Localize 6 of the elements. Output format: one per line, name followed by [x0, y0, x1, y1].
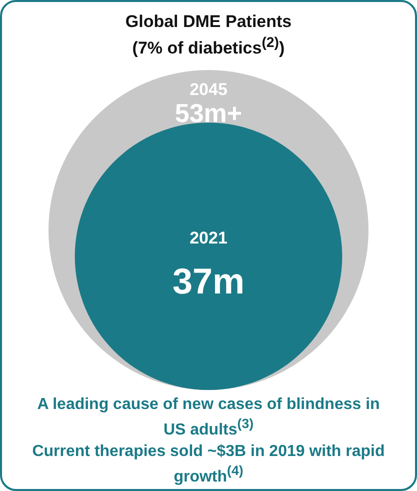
text: (7% of diabetics$^{(2)}$) [131, 35, 286, 59]
text: Current therapies sold ~$3B in 2019 with rapid growth$^{(4)}$ [32, 442, 385, 486]
text: A leading cause of new cases of blindness in US adults$^{(3)}$ [36, 395, 381, 440]
text: Global DME Patients [124, 12, 293, 32]
category-label: 2021 [190, 228, 228, 248]
data-label: 37m [172, 260, 245, 302]
